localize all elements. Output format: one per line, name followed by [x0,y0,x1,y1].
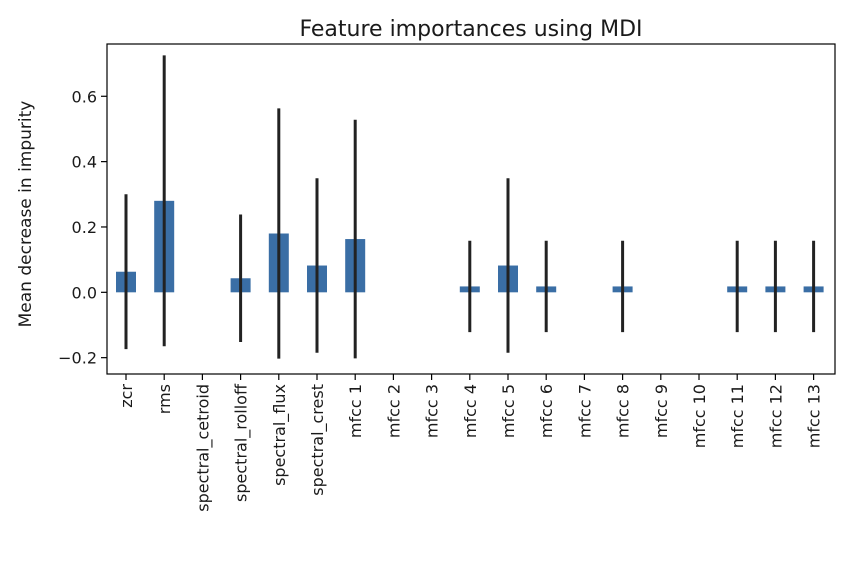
x-tick-label: mfcc 7 [575,384,594,438]
x-tick-label: mfcc 9 [652,384,671,438]
x-tick-label: rms [155,384,174,414]
x-tick-label: mfcc 6 [537,384,556,438]
x-tick-label: mfcc 13 [805,384,824,448]
x-tick-label: mfcc 8 [614,384,633,438]
x-tick-label: mfcc 10 [690,384,709,448]
x-tick-label: mfcc 5 [499,384,518,438]
y-axis-label: Mean decrease in impurity [16,101,36,328]
x-tick-label: mfcc 4 [461,384,480,438]
chart-marks: −0.2 0.0 0.2 0.4 0.6 zcr rms spectral_cetroid sp… [58,55,824,512]
y-tick-label: 0.2 [72,218,97,237]
y-tick-label: −0.2 [58,349,97,368]
x-tick-label: zcr [117,384,136,408]
x-tick-label: spectral_flux [270,384,290,486]
y-tick-label: 0.6 [72,87,97,106]
x-tick-label: spectral_rolloff [232,383,252,502]
x-tick-label: mfcc 2 [384,384,403,438]
plot-frame [106,43,836,375]
x-tick-label: mfcc 3 [423,384,442,438]
x-tick-label: mfcc 1 [346,384,365,438]
x-tick-label: spectral_crest [308,384,328,496]
x-tick-label: spectral_cetroid [193,384,213,512]
y-tick-label: 0.4 [72,153,97,172]
chart-title: Feature importances using MDI [299,17,642,42]
x-tick-label: mfcc 12 [766,384,785,448]
y-tick-label: 0.0 [72,283,97,302]
x-tick-label: mfcc 11 [728,384,747,448]
